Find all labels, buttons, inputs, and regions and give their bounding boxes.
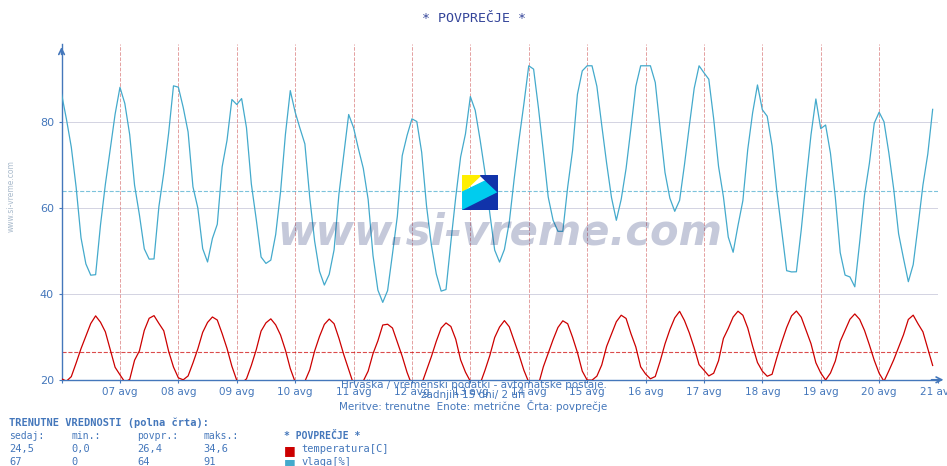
Text: povpr.:: povpr.:: [137, 431, 178, 441]
Text: 26,4: 26,4: [137, 444, 162, 453]
Text: temperatura[C]: temperatura[C]: [301, 444, 388, 453]
Text: 91: 91: [204, 457, 216, 466]
Text: www.si-vreme.com: www.si-vreme.com: [277, 211, 722, 253]
Text: www.si-vreme.com: www.si-vreme.com: [7, 160, 16, 232]
Text: maks.:: maks.:: [204, 431, 239, 441]
Polygon shape: [462, 175, 498, 210]
Polygon shape: [480, 175, 498, 192]
Text: TRENUTNE VREDNOSTI (polna črta):: TRENUTNE VREDNOSTI (polna črta):: [9, 417, 209, 428]
Text: 0: 0: [71, 457, 78, 466]
Text: 24,5: 24,5: [9, 444, 34, 453]
Text: zadnjih 15 dni/ 2 uri: zadnjih 15 dni/ 2 uri: [421, 390, 526, 400]
Text: * POVPREČJE *: * POVPREČJE *: [284, 431, 361, 441]
Text: 67: 67: [9, 457, 22, 466]
Text: 34,6: 34,6: [204, 444, 228, 453]
Text: ■: ■: [284, 457, 295, 466]
Text: Meritve: trenutne  Enote: metrične  Črta: povprečje: Meritve: trenutne Enote: metrične Črta: …: [339, 400, 608, 412]
Polygon shape: [462, 175, 480, 192]
Text: Hrvaška / vremenski podatki - avtomatske postaje.: Hrvaška / vremenski podatki - avtomatske…: [341, 380, 606, 391]
Polygon shape: [462, 192, 498, 210]
Text: 64: 64: [137, 457, 150, 466]
Text: 0,0: 0,0: [71, 444, 90, 453]
Text: * POVPREČJE *: * POVPREČJE *: [421, 12, 526, 25]
Text: ■: ■: [284, 444, 295, 457]
Text: sedaj:: sedaj:: [9, 431, 45, 441]
Text: vlaga[%]: vlaga[%]: [301, 457, 351, 466]
Text: min.:: min.:: [71, 431, 100, 441]
